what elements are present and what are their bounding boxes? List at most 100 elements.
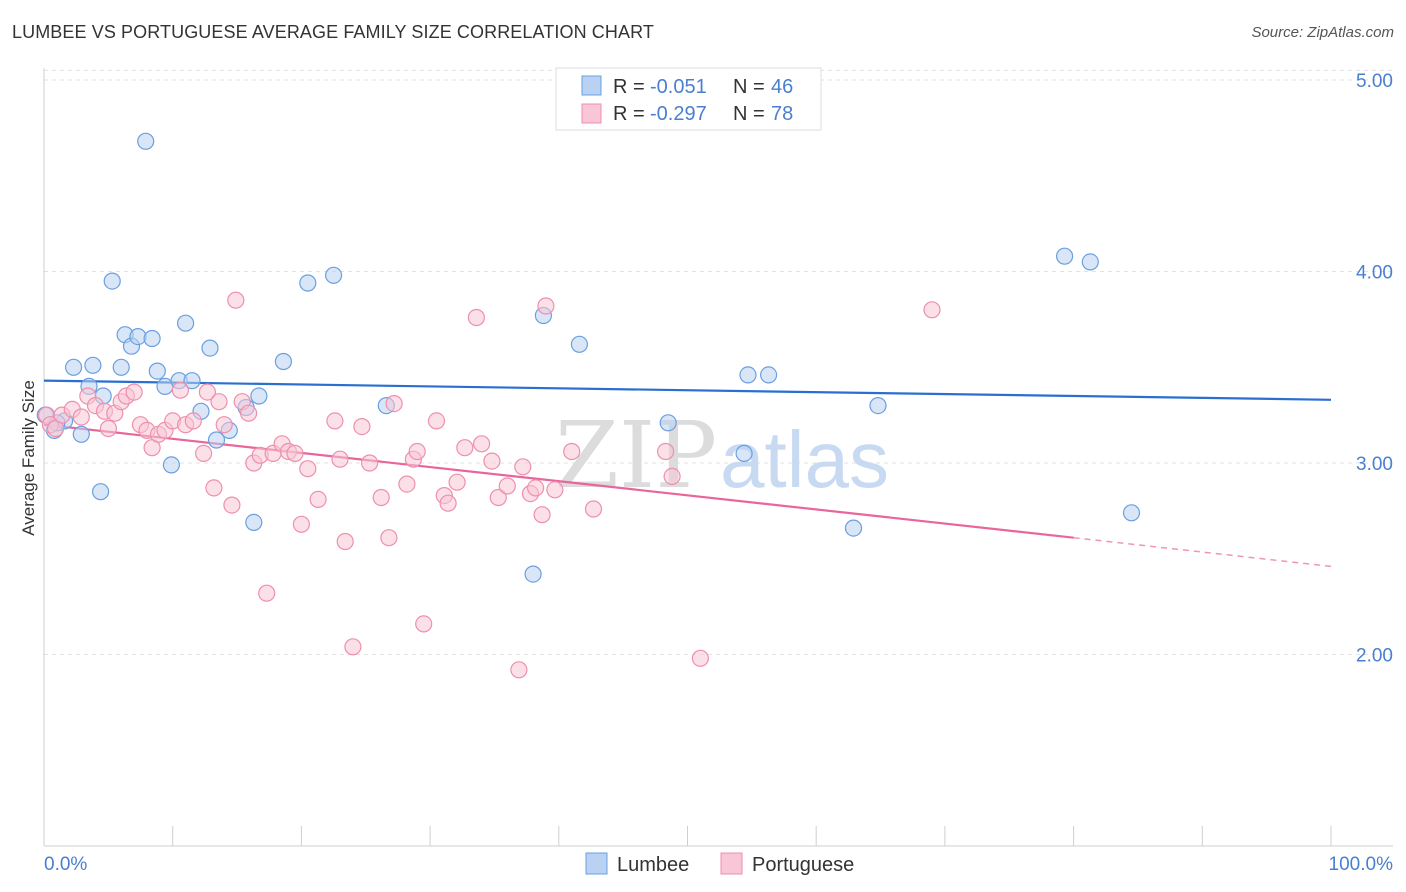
data-point-portuguese: [258, 584, 276, 602]
trend-line-extension-portuguese: [1073, 536, 1332, 568]
data-point-portuguese: [309, 490, 327, 508]
data-point-portuguese: [171, 381, 189, 399]
data-point-lumbee: [64, 358, 83, 376]
y-tick-label: 5.00: [1356, 71, 1393, 92]
stats-n-value-portuguese: 78: [771, 103, 793, 125]
stats-r-value-lumbee: -0.051: [650, 76, 707, 98]
data-point-portuguese: [427, 412, 446, 430]
data-point-portuguese: [467, 308, 485, 327]
watermark-zip: ZIP: [555, 402, 717, 509]
data-point-lumbee: [162, 456, 180, 474]
data-point-portuguese: [125, 383, 143, 401]
data-point-portuguese: [533, 506, 551, 524]
data-point-lumbee: [129, 328, 147, 346]
stats-r-label-lumbee: R =: [613, 76, 645, 98]
data-point-portuguese: [344, 638, 362, 656]
data-point-portuguese: [498, 477, 516, 495]
data-point-portuguese: [656, 442, 675, 461]
data-point-lumbee: [207, 431, 226, 449]
y-tick-label: 3.00: [1356, 454, 1393, 475]
data-point-portuguese: [72, 408, 90, 426]
data-point-portuguese: [286, 444, 304, 462]
stats-r-value-portuguese: -0.297: [650, 103, 707, 125]
data-point-portuguese: [227, 291, 245, 309]
legend-swatch-portuguese: [720, 852, 743, 875]
data-point-lumbee: [869, 397, 887, 415]
legend-label-lumbee: Lumbee: [617, 854, 689, 876]
data-point-lumbee: [72, 425, 90, 443]
stats-n-value-lumbee: 46: [771, 76, 793, 98]
series-portuguese: [37, 291, 941, 679]
data-point-portuguese: [215, 416, 233, 434]
data-point-portuguese: [563, 442, 581, 461]
data-point-portuguese: [292, 515, 310, 533]
stats-legend-swatch-lumbee: [581, 75, 602, 96]
data-point-portuguese: [299, 460, 317, 478]
data-point-lumbee: [148, 362, 166, 380]
data-point-portuguese: [353, 418, 371, 436]
data-point-lumbee: [325, 266, 343, 284]
source-credit: Source: ZipAtlas.com: [1251, 24, 1394, 41]
data-point-portuguese: [336, 532, 354, 551]
stats-legend-swatch-portuguese: [581, 103, 602, 124]
series-legend: Lumbee Portuguese: [585, 852, 854, 876]
data-point-portuguese: [326, 412, 344, 430]
data-point-portuguese: [240, 404, 258, 422]
data-point-portuguese: [408, 442, 426, 461]
data-point-lumbee: [250, 387, 268, 405]
data-point-portuguese: [526, 479, 545, 497]
data-point-portuguese: [223, 496, 241, 514]
data-point-portuguese: [691, 649, 710, 667]
grid-lines: [44, 69, 1393, 655]
x-tick-label: 100.0%: [1329, 854, 1394, 875]
watermark: ZIP atlas: [555, 402, 889, 509]
data-point-lumbee: [739, 366, 757, 384]
data-point-lumbee: [183, 372, 201, 390]
data-point-portuguese: [398, 475, 416, 493]
data-point-lumbee: [91, 483, 110, 501]
data-point-lumbee: [759, 366, 778, 384]
data-point-lumbee: [1081, 253, 1099, 271]
data-point-lumbee: [735, 444, 753, 462]
data-point-portuguese: [514, 458, 532, 476]
data-point-portuguese: [473, 435, 491, 453]
legend-swatch-lumbee: [585, 852, 608, 875]
data-point-lumbee: [844, 519, 863, 537]
legend-label-portuguese: Portuguese: [752, 854, 854, 876]
data-point-lumbee: [299, 274, 317, 292]
data-points: [36, 132, 1141, 679]
data-point-portuguese: [195, 444, 213, 462]
stats-r-label-portuguese: R =: [613, 103, 645, 125]
data-point-portuguese: [456, 439, 474, 457]
data-point-lumbee: [143, 329, 161, 348]
data-point-portuguese: [361, 454, 379, 472]
data-point-portuguese: [198, 383, 216, 401]
data-point-portuguese: [483, 452, 501, 470]
data-point-portuguese: [99, 419, 118, 438]
chart-title: LUMBEE VS PORTUGUESE AVERAGE FAMILY SIZE…: [12, 22, 654, 42]
data-point-lumbee: [201, 339, 219, 357]
data-point-portuguese: [448, 473, 466, 491]
data-point-lumbee: [659, 414, 677, 432]
data-point-portuguese: [184, 412, 202, 430]
data-point-lumbee: [137, 132, 155, 150]
tick-labels: 2.00 3.00 4.00 5.00 0.0% 100.0%: [44, 71, 1393, 875]
data-point-lumbee: [1055, 247, 1074, 265]
stats-n-label-lumbee: N =: [733, 76, 765, 98]
data-point-portuguese: [380, 529, 398, 547]
data-point-portuguese: [923, 301, 941, 319]
data-point-lumbee: [274, 352, 292, 371]
data-point-lumbee: [245, 513, 263, 532]
data-point-portuguese: [415, 615, 433, 633]
data-point-portuguese: [372, 488, 390, 507]
data-point-portuguese: [210, 393, 228, 411]
data-point-portuguese: [537, 297, 555, 315]
axes: [43, 68, 1393, 847]
data-point-portuguese: [546, 481, 564, 499]
data-point-portuguese: [385, 395, 403, 413]
data-point-lumbee: [524, 565, 542, 583]
y-axis-label: Average Family Size: [19, 380, 38, 536]
data-point-lumbee: [1122, 504, 1141, 522]
data-point-portuguese: [331, 450, 349, 468]
